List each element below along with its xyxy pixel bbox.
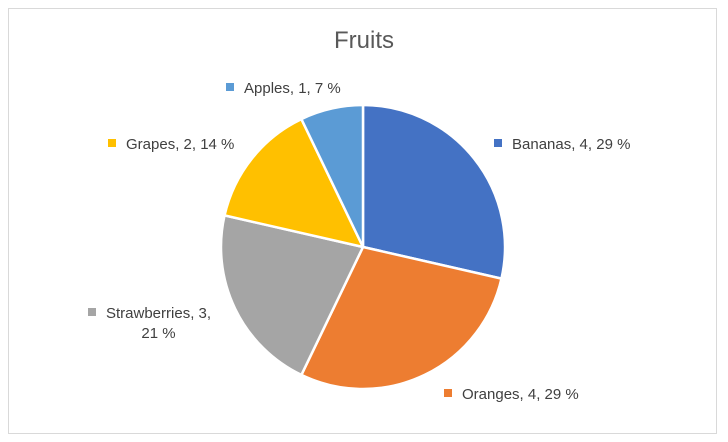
bananas-label-text: Bananas, 4, 29 % [512, 136, 631, 153]
strawberries-label-pct: 21 % [141, 325, 176, 342]
data-label-strawberries: Strawberries, 3, 21 % [88, 304, 211, 344]
pie-slice-strawberries [219, 214, 365, 377]
data-label-bananas: Bananas, 4, 29 % [494, 135, 630, 155]
grapes-label-text: Grapes, 2, 14 % [126, 136, 235, 153]
bananas-swatch-icon [494, 139, 502, 147]
data-label-oranges: Oranges, 4, 29 % [444, 385, 579, 405]
pie-slice-grapes [223, 117, 365, 249]
pie-slice-apples [300, 103, 365, 249]
strawberries-swatch-icon [88, 308, 96, 316]
apples-swatch-icon [226, 83, 234, 91]
chart-title: Fruits [334, 27, 394, 54]
strawberries-label-text: Strawberries, 3, [106, 305, 212, 322]
pie-slice-oranges [300, 245, 503, 391]
data-label-apples: Apples, 1, 7 % [226, 79, 341, 99]
oranges-label-text: Oranges, 4, 29 % [462, 386, 579, 403]
data-label-grapes: Grapes, 2, 14 % [108, 135, 234, 155]
grapes-swatch-icon [108, 139, 116, 147]
oranges-swatch-icon [444, 389, 452, 397]
apples-label-text: Apples, 1, 7 % [244, 80, 341, 97]
pie-slice-bananas [361, 103, 507, 280]
